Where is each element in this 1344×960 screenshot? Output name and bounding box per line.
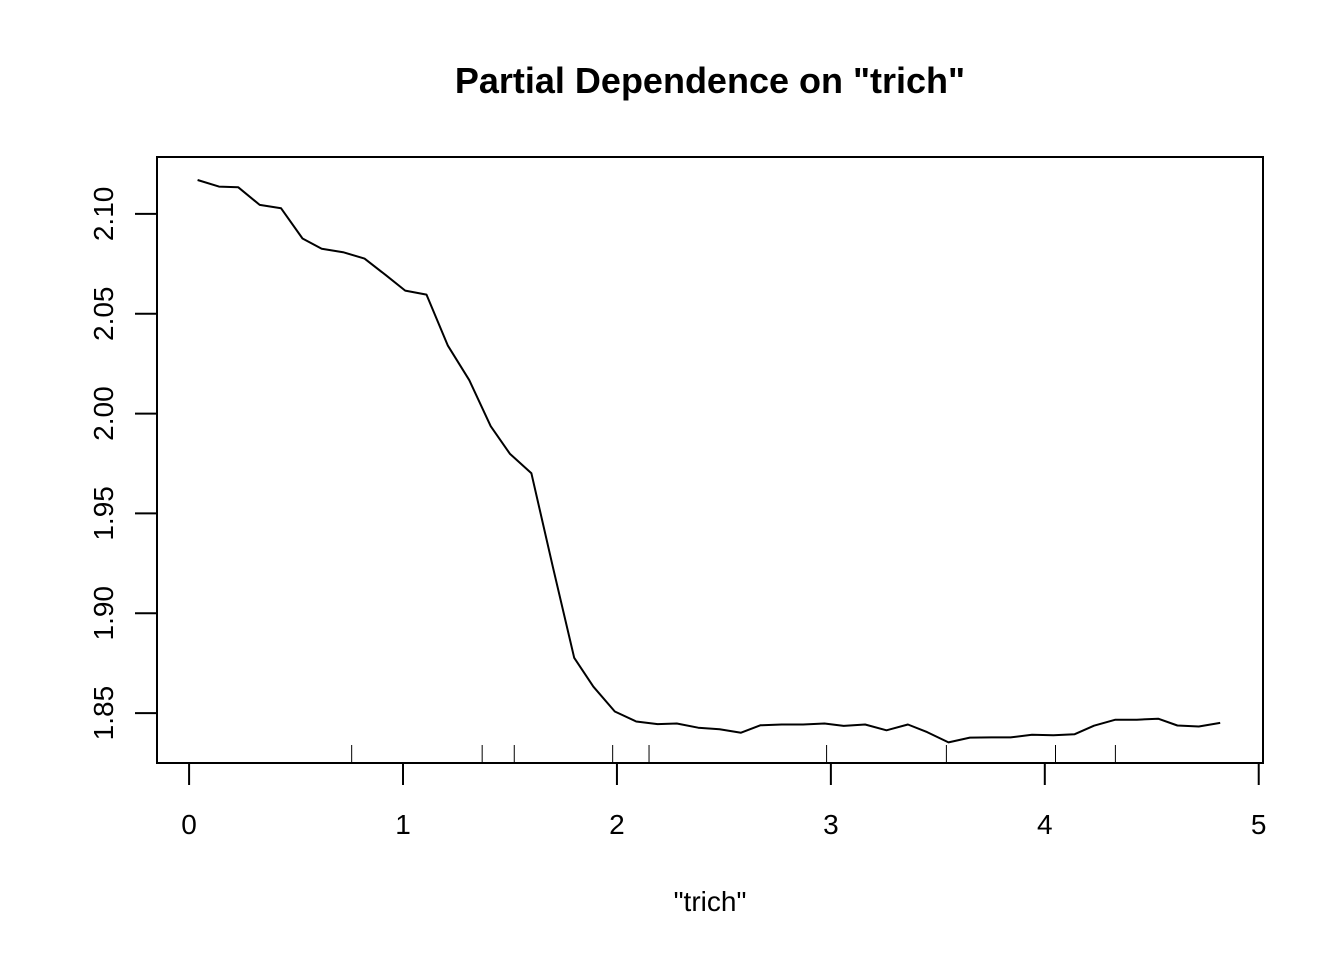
- partial-dependence-line: [197, 179, 1221, 744]
- x-tick-label: 2: [609, 809, 625, 840]
- x-tick-label: 1: [395, 809, 411, 840]
- y-tick-label: 2.05: [88, 286, 119, 341]
- y-tick-label: 1.90: [88, 586, 119, 641]
- x-axis-label: "trich": [674, 886, 747, 917]
- x-tick-label: 0: [181, 809, 197, 840]
- y-tick-label: 2.10: [88, 187, 119, 242]
- x-axis: 0 1 2 3 4 5: [181, 762, 1267, 840]
- rug-marks: [351, 745, 1116, 763]
- chart-title: Partial Dependence on "trich": [455, 60, 965, 101]
- y-tick-label: 2.00: [88, 386, 119, 441]
- x-tick-label: 3: [823, 809, 839, 840]
- y-tick-label: 1.95: [88, 486, 119, 541]
- y-tick-label: 1.85: [88, 686, 119, 741]
- x-tick-label: 5: [1251, 809, 1267, 840]
- x-tick-label: 4: [1037, 809, 1053, 840]
- y-axis: 1.85 1.90 1.95 2.00 2.05 2.10: [88, 187, 158, 741]
